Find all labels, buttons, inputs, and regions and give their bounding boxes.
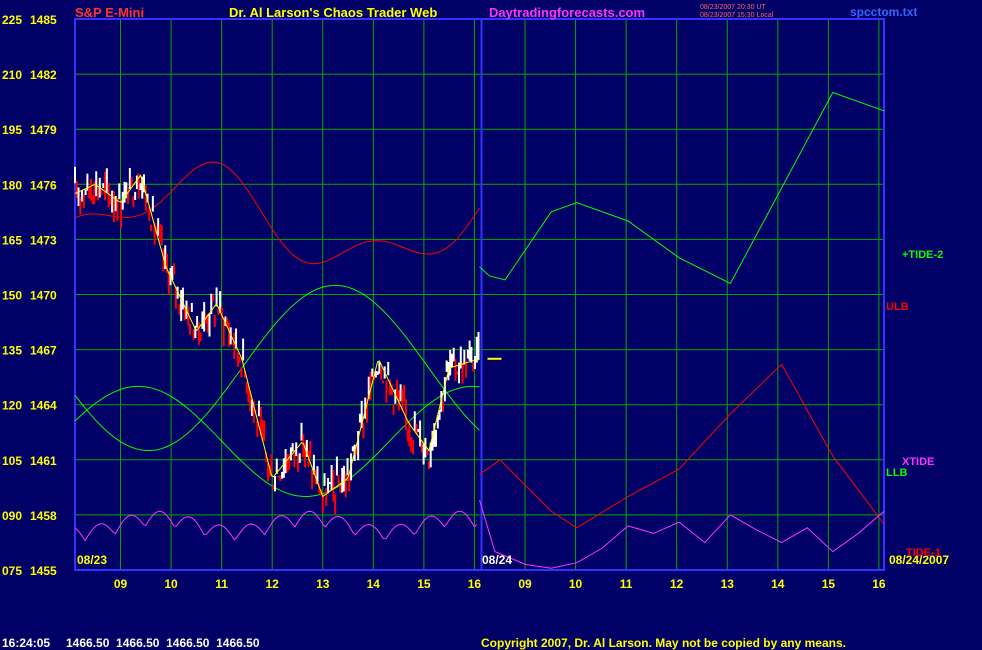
x-tick-label: 16 <box>872 577 886 591</box>
legend-ulb: ULB <box>886 301 909 313</box>
x-tick-label: 12 <box>670 577 684 591</box>
legend-xtide: XTIDE <box>902 456 934 468</box>
grid: 225 1485 210 1482 195 1479 180 1476 165 1473 150 14… <box>2 13 886 591</box>
x-tick-label: 10 <box>164 577 178 591</box>
file-label: spcctom.txt <box>850 5 917 19</box>
y-tick-label-osc: 090 <box>2 509 22 523</box>
y-tick-label-osc: 150 <box>2 289 22 303</box>
y-tick-label-osc: 225 <box>2 13 22 27</box>
x-tick-label: 14 <box>367 577 381 591</box>
date-mid: 08/24 <box>482 553 512 567</box>
y-tick-label-osc: 165 <box>2 233 22 247</box>
plot-frame <box>74 18 885 571</box>
x-tick-label: 15 <box>822 577 836 591</box>
x-tick-label: 09 <box>114 577 128 591</box>
y-tick-label-price: 1482 <box>30 68 57 82</box>
y-tick-label-osc: 180 <box>2 178 22 192</box>
copyright: Copyright 2007, Dr. Al Larson. May not b… <box>481 636 846 650</box>
date-start: 08/23 <box>77 553 107 567</box>
x-tick-label: 15 <box>417 577 431 591</box>
date-end: 08/24/2007 <box>889 553 949 567</box>
footer-time: 16:24:05 <box>2 636 50 650</box>
price-average-line <box>74 174 479 498</box>
forecast-line-xtide <box>479 500 885 569</box>
y-tick-label-osc: 120 <box>2 399 22 413</box>
x-tick-label: 13 <box>316 577 330 591</box>
forecast-line-tide2 <box>479 91 885 285</box>
xtide-line <box>74 510 478 542</box>
x-tick-label: 10 <box>569 577 583 591</box>
y-tick-label-price: 1476 <box>30 178 57 192</box>
x-tick-label: 11 <box>620 577 633 591</box>
forecast-line-ulb <box>479 363 885 529</box>
x-tick-label: 14 <box>771 577 785 591</box>
chart-title: Dr. Al Larson's Chaos Trader Web <box>229 5 437 20</box>
y-tick-label-osc: 195 <box>2 123 22 137</box>
y-tick-label-price: 1485 <box>30 13 57 27</box>
legend-tide1: TIDE-1 <box>906 547 941 559</box>
legend-llb: LLB <box>886 467 907 479</box>
y-tick-label-price: 1461 <box>30 454 57 468</box>
y-tick-label-price: 1458 <box>30 509 57 523</box>
tide-line-lower <box>74 385 480 498</box>
series-layer <box>74 91 885 569</box>
x-tick-label: 16 <box>468 577 482 591</box>
x-tick-label: 09 <box>518 577 532 591</box>
y-tick-label-price: 1455 <box>30 564 57 578</box>
timestamp-ut: 08/23/2007 20:30 UT <box>700 4 766 11</box>
y-tick-label-price: 1473 <box>30 233 57 247</box>
y-tick-label-osc: 210 <box>2 68 22 82</box>
timestamp-local: 08/23/2007 15:30 Local <box>700 12 774 19</box>
x-tick-label: 13 <box>721 577 735 591</box>
tide-line-mid <box>74 284 480 451</box>
instrument-label: S&P E-Mini <box>75 5 144 20</box>
x-tick-label: 11 <box>215 577 228 591</box>
y-tick-label-price: 1464 <box>30 399 57 413</box>
y-tick-label-osc: 075 <box>2 564 22 578</box>
site-label: Daytradingforecasts.com <box>489 5 645 20</box>
y-tick-label-osc: 105 <box>2 454 22 468</box>
y-tick-label-price: 1467 <box>30 344 57 358</box>
y-tick-label-osc: 135 <box>2 344 22 358</box>
y-tick-label-price: 1479 <box>30 123 57 137</box>
legend-tide2: +TIDE-2 <box>902 249 943 261</box>
tide-line-upper <box>74 161 480 265</box>
footer-quotes: 1466.50 1466.50 1466.50 1466.50 <box>66 636 260 650</box>
x-tick-label: 12 <box>266 577 280 591</box>
y-tick-label-price: 1470 <box>30 289 57 303</box>
